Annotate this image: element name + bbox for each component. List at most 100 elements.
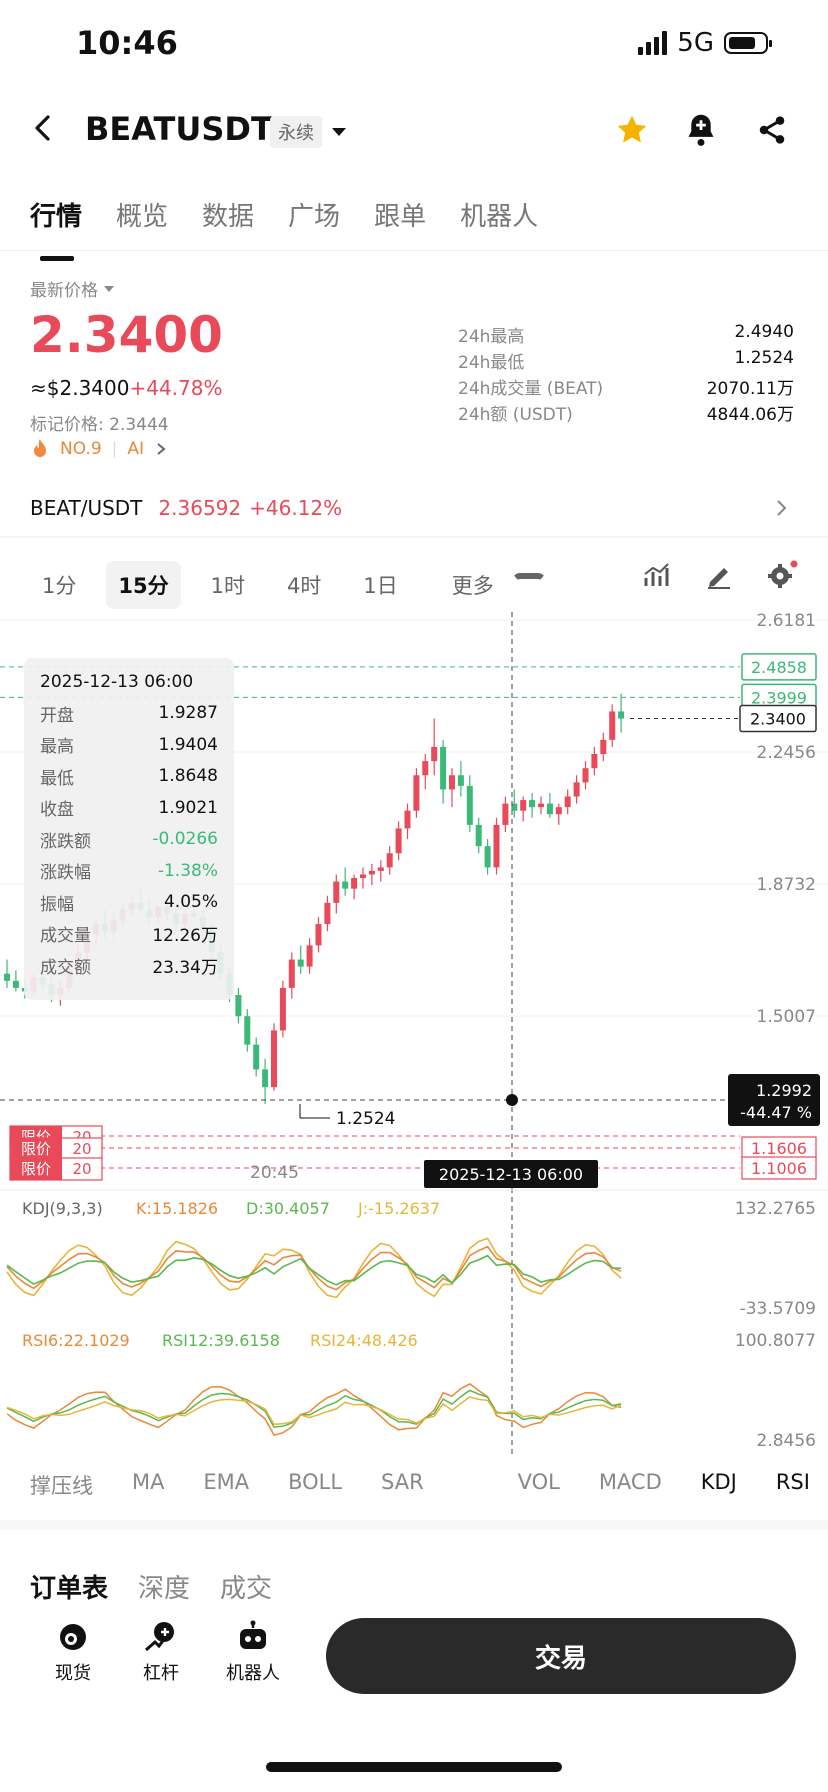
rsi-legend-6: RSI6:22.1029: [22, 1331, 130, 1350]
spot-reference-row[interactable]: BEAT/USDT 2.36592 +46.12%: [30, 496, 342, 520]
kdj-tick-label: 132.2765: [735, 1199, 816, 1219]
candle-body: [395, 828, 402, 854]
timeframe-more[interactable]: 更多: [428, 552, 558, 618]
tab-market[interactable]: 行情: [30, 196, 82, 261]
candle-body: [564, 796, 571, 808]
tooltip-high: 最高 1.9404: [40, 734, 218, 758]
candle-body: [618, 711, 625, 719]
tab-copy-trading[interactable]: 跟单: [374, 202, 427, 232]
tab-trades[interactable]: 成交: [220, 1574, 273, 1604]
mark-price: 标记价格: 2.3444: [30, 415, 169, 435]
tab-overview[interactable]: 概览: [116, 202, 169, 232]
main-tabs: 行情 概览 数据 广场 跟单 机器人: [30, 196, 539, 261]
ind-vol[interactable]: VOL: [517, 1470, 560, 1494]
timeframe-15m[interactable]: 15分: [106, 561, 181, 609]
crosshair-dot: [506, 1094, 518, 1106]
candle-body: [342, 881, 349, 889]
nav-spot[interactable]: 现货: [38, 1620, 108, 1685]
candle-body: [413, 775, 420, 811]
header-bar: BEATUSDT 永续: [0, 104, 828, 164]
candle-body: [457, 775, 464, 786]
tab-order-book[interactable]: 订单表: [30, 1574, 109, 1604]
price-tick-label: 2.2456: [757, 743, 816, 763]
cursor-time: 2025-12-13 06:00: [439, 1165, 583, 1184]
ind-ema[interactable]: EMA: [203, 1470, 250, 1494]
price-alert-bell-icon[interactable]: [684, 112, 718, 148]
back-arrow-icon[interactable]: [30, 114, 58, 142]
last-price-label-row[interactable]: 最新价格: [30, 276, 114, 301]
candle-body: [333, 881, 340, 903]
candle-body: [279, 987, 286, 1031]
trade-button[interactable]: 交易: [326, 1618, 796, 1694]
candle-body: [493, 824, 500, 868]
candle-body: [271, 1030, 277, 1088]
tooltip-close: 收盘 1.9021: [40, 797, 218, 821]
order-price-tag: 1.1006: [751, 1159, 807, 1178]
usd-price: ≈$2.3400: [30, 376, 130, 400]
ind-ma[interactable]: MA: [131, 1470, 165, 1494]
tab-depth[interactable]: 深度: [138, 1574, 191, 1604]
candle-body: [386, 853, 393, 868]
ai-tag: AI: [127, 439, 145, 459]
last-price-tag-box: [739, 704, 817, 733]
limit-order-tag-fill: [10, 1158, 62, 1180]
chart-settings-gear-icon[interactable]: [766, 558, 800, 592]
candle-body: [235, 994, 242, 1017]
rsi-tick-label: 100.8077: [735, 1331, 816, 1351]
time-axis-label: 20:45: [250, 1163, 299, 1183]
ind-boll[interactable]: BOLL: [288, 1470, 343, 1494]
kdj-d-line: [6, 1254, 622, 1286]
ind-rsi[interactable]: RSI: [775, 1470, 810, 1494]
candle-body: [377, 867, 384, 871]
tooltip-low: 最低 1.8648: [40, 766, 218, 789]
kdj-legend-d: D:30.4057: [246, 1199, 330, 1218]
spot-chevron-right-icon[interactable]: [774, 498, 790, 518]
robot-icon: [240, 1620, 266, 1649]
candle-body: [12, 980, 19, 988]
favorite-star-icon[interactable]: [614, 112, 650, 148]
ind-sar[interactable]: SAR: [381, 1470, 424, 1494]
tab-data[interactable]: 数据: [202, 202, 255, 232]
candle-info-tooltip: 2025-12-13 06:00 开盘 1.9287 最高 1.9404 最低 1.8…: [24, 658, 234, 1000]
level-tag-box: [741, 653, 817, 681]
indicator-chart-icon[interactable]: [642, 560, 672, 590]
candle-body: [546, 803, 553, 815]
margin-leverage-icon: [145, 1622, 174, 1652]
cursor-price-box: [728, 1074, 820, 1126]
timeframe-1d[interactable]: 1日: [363, 574, 398, 598]
tab-bots[interactable]: 机器人: [460, 202, 539, 232]
spot-coin-icon: [60, 1624, 86, 1650]
ind-kdj[interactable]: KDJ: [700, 1470, 737, 1494]
ind-macd[interactable]: MACD: [598, 1470, 662, 1494]
home-indicator: [266, 1762, 562, 1772]
limit-order-qty: 20: [72, 1160, 91, 1178]
stat-24h-turnover: 24h额 (USDT) 4844.06万: [458, 405, 794, 425]
cursor-time-box: [424, 1160, 598, 1188]
rsi-legend-24: RSI24:48.426: [310, 1331, 418, 1350]
draw-pencil-icon[interactable]: [704, 560, 734, 590]
candle-body: [288, 959, 295, 988]
timeframe-1h[interactable]: 1时: [210, 574, 245, 598]
tab-square[interactable]: 广场: [288, 202, 341, 232]
rank-row[interactable]: NO.9 | AI: [30, 438, 168, 460]
candle-body: [4, 973, 10, 981]
candle-body: [538, 803, 544, 808]
usd-price-row: ≈$2.3400+44.78%: [30, 376, 223, 400]
price-type-dropdown-icon: [104, 285, 114, 292]
ind-support-resistance[interactable]: 撑压线: [30, 1474, 93, 1498]
level-tag-label: 2.3999: [751, 688, 807, 707]
candlestick-chart[interactable]: 2.6181 2.2456 1.8732 1.5007 2.4858 2.3999 2.34…: [0, 608, 828, 1468]
nav-bot[interactable]: 机器人: [216, 1620, 290, 1685]
candle-body: [475, 824, 482, 847]
symbol-title[interactable]: BEATUSDT: [85, 110, 273, 148]
price-tick-label: 2.6181: [757, 611, 816, 631]
candle-body: [573, 782, 580, 797]
symbol-dropdown-icon[interactable]: [332, 128, 346, 136]
timeframe-1m[interactable]: 1分: [42, 574, 77, 598]
candle-body: [431, 746, 438, 762]
candle-body: [520, 800, 527, 811]
share-icon[interactable]: [756, 114, 788, 146]
candle-body: [306, 945, 313, 967]
timeframe-4h[interactable]: 4时: [286, 574, 322, 598]
nav-margin[interactable]: 杠杆: [126, 1620, 196, 1685]
